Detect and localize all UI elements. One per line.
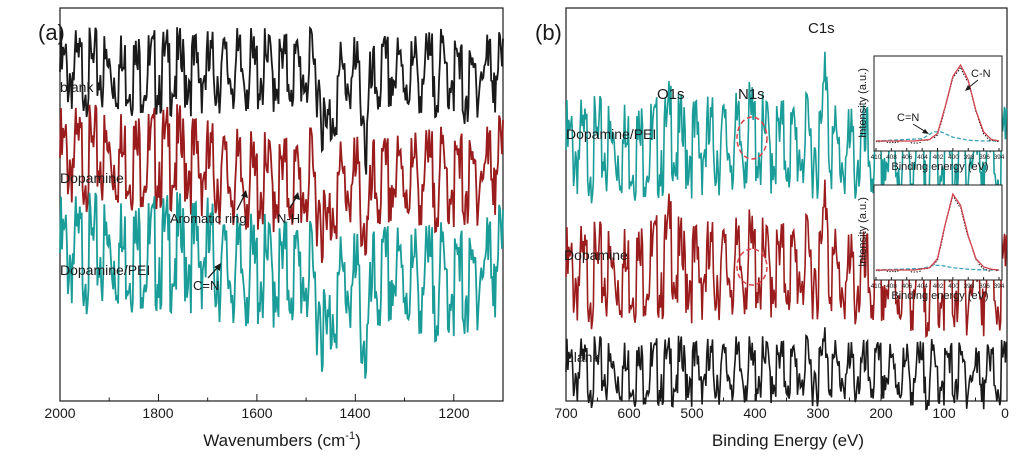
arrow-aromatic-ring (236, 190, 248, 211)
inset-bottom-x-axis-title: Binding energy (eV) (891, 290, 988, 302)
panel-a-x-axis-title: Wavenumbers (cm-1) (203, 430, 360, 450)
series-line-blank (59, 25, 504, 175)
panel-b-tick-label: 200 (869, 405, 893, 421)
inset-top-fit-curve (876, 63, 1000, 142)
trace-label-dopamine-xps: Dopamine (564, 247, 628, 263)
inset-top-arrow-c-n-double (912, 123, 929, 134)
inset-top-tick-label: 394 (994, 154, 1005, 161)
inset-top-ticks (875, 148, 1000, 151)
panel-b-tick-label: 300 (806, 405, 830, 421)
panel-a-tick-label: 1200 (438, 405, 469, 421)
inset-top-tick-label: 404 (917, 154, 928, 161)
arrow-n-h (289, 192, 300, 209)
inset-bottom-tick-label: 396 (979, 283, 990, 290)
panel-a-tick-label: 2000 (44, 405, 75, 421)
inset-top-annotation-c-n-double: C=N (897, 112, 919, 124)
inset-top-y-axis-title: Intensity (a.u.) (857, 68, 869, 138)
panel-a-x-ticks (59, 394, 504, 401)
inset-bottom: Intensity (a.u.) Binding energy (eV) 410… (857, 184, 1005, 302)
panel-b-tick-label: 400 (743, 405, 767, 421)
trace-label-dopamine-pei: Dopamine/PEI (60, 262, 150, 278)
annotation-c-n: C=N (193, 278, 219, 293)
panel-b: (b) 700 600 500 400 300 200 100 0 Bindin… (535, 7, 1009, 450)
arrow-c-n (207, 263, 221, 279)
inset-bottom-tick-labels: 410 408 406 404 402 400 398 396 394 (871, 283, 1005, 290)
inset-top-frame (873, 55, 1003, 152)
peak-label-n1s: N1s (738, 86, 765, 103)
inset-bottom-tick-label: 400 (948, 283, 959, 290)
inset-top-tick-label: 406 (902, 154, 913, 161)
panel-b-tick-label: 700 (554, 405, 578, 421)
inset-bottom-y-axis-title: Intensity (a.u.) (857, 197, 869, 267)
inset-bottom-tick-label: 398 (964, 283, 975, 290)
inset-bottom-ticks (875, 277, 1000, 280)
inset-top-tick-label: 398 (964, 154, 975, 161)
inset-bottom-cn-component (875, 264, 999, 271)
inset-top-arrow-c-n-single (965, 79, 979, 91)
inset-top-annotation-c-n-single: C-N (971, 68, 991, 80)
inset-bottom-tick-label: 410 (871, 283, 882, 290)
inset-bottom-tick-label: 408 (886, 283, 897, 290)
inset-bottom-tick-label: 406 (902, 283, 913, 290)
panel-b-tick-label: 100 (932, 405, 956, 421)
n1s-highlight-ring (736, 116, 768, 160)
inset-top-tick-labels: 410 408 406 404 402 400 398 396 394 (871, 154, 1005, 161)
panel-b-x-axis-title: Binding Energy (eV) (712, 431, 864, 450)
inset-top-tick-label: 410 (871, 154, 882, 161)
inset-bottom-tick-label: 404 (917, 283, 928, 290)
inset-top-tick-label: 400 (948, 154, 959, 161)
peak-label-o1s: O1s (657, 86, 685, 103)
annotation-n-h: N-H (277, 211, 300, 226)
inset-top-tick-label: 396 (979, 154, 990, 161)
inset-top-x-axis-title: Binding energy (eV) (891, 161, 988, 173)
inset-bottom-tick-label: 402 (933, 283, 944, 290)
inset-top-tick-label: 408 (886, 154, 897, 161)
panel-a-tick-label: 1800 (142, 405, 173, 421)
trace-label-dopamine: Dopamine (60, 170, 124, 186)
panel-b-tick-label: 0 (1001, 405, 1009, 421)
panel-b-label: (b) (535, 20, 562, 45)
inset-bottom-tick-label: 394 (994, 283, 1005, 290)
panel-a-frame (59, 7, 504, 402)
panel-a-tick-label: 1400 (339, 405, 370, 421)
series-line-dopamine-pei (59, 192, 504, 379)
peak-label-c1s: C1s (808, 20, 835, 37)
panel-b-tick-label: 600 (617, 405, 641, 421)
annotation-aromatic-ring: Aromatic ring (170, 211, 247, 226)
trace-label-blank: blank (60, 79, 94, 95)
series-line-blank-xps (565, 327, 1008, 411)
panel-a-tick-label: 1600 (241, 405, 272, 421)
panel-a: (a) 2000 1800 1600 1400 1200 Wavenumbers… (38, 7, 504, 450)
series-line-dopamine (59, 104, 504, 263)
inset-top-tick-label: 402 (933, 154, 944, 161)
inset-top: Intensity (a.u.) Binding energy (eV) C=N… (857, 55, 1005, 173)
panel-b-tick-label: 500 (680, 405, 704, 421)
n1s-highlight-ring (736, 248, 768, 286)
trace-label-dopamine-pei-xps: Dopamine/PEI (566, 126, 656, 142)
inset-bottom-fit-curve (876, 192, 1000, 271)
trace-label-blank-xps: blank (566, 349, 600, 365)
